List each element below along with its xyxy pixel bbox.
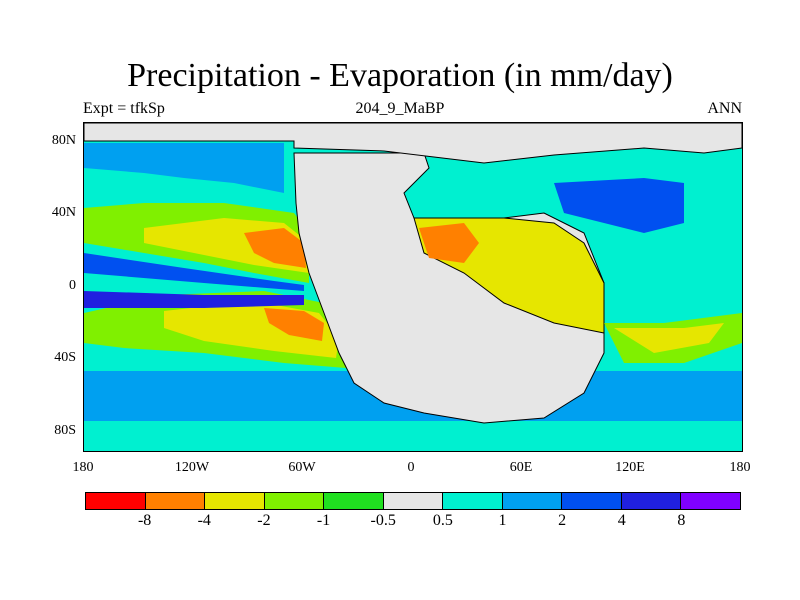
x-tick-60w: 60W (288, 460, 316, 475)
colorbar-label: -0.5 (370, 512, 396, 529)
experiment-label: Expt = tfkSp (83, 100, 165, 117)
y-tick-80s: 80S (54, 423, 76, 438)
x-tick-120e: 120E (615, 460, 645, 475)
colorbar-label: -8 (137, 512, 152, 529)
x-tick-0: 0 (407, 460, 415, 475)
colorbar-swatch (621, 493, 682, 509)
x-tick-180e: 180 (729, 460, 751, 475)
colorbar-label: 0.5 (432, 512, 453, 529)
north-subtropical-arid-core (244, 228, 306, 268)
colorbar-swatch (264, 493, 325, 509)
period-label: 204_9_MaBP (355, 100, 445, 117)
equatorial-wet-band-south (84, 291, 304, 308)
east-wet-zone (554, 178, 684, 233)
colorbar-swatch (562, 493, 622, 509)
colorbar-swatch (681, 493, 741, 509)
colorbar-label: -2 (257, 512, 271, 529)
colorbar-label: 2 (558, 512, 567, 529)
colorbar-swatch (86, 493, 146, 509)
east-subtropical-dry-core (614, 323, 724, 353)
map-panel (83, 122, 743, 452)
y-tick-0: 0 (69, 278, 76, 293)
colorbar-label: 4 (617, 512, 626, 529)
colorbar-swatch (145, 493, 206, 509)
colorbar-swatch (324, 493, 384, 509)
colorbar-swatch (383, 493, 444, 509)
colorbar-label: 1 (498, 512, 507, 529)
x-tick-120w: 120W (174, 460, 210, 475)
colorbar (85, 492, 741, 510)
equatorial-wet-band-north (84, 253, 304, 291)
colorbar-label: -1 (316, 512, 331, 529)
south-subtropical-arid-core (264, 308, 324, 341)
colorbar-swatch (502, 493, 563, 509)
x-tick-60e: 60E (509, 460, 533, 475)
y-tick-40n: 40N (51, 205, 76, 220)
plot-title: Precipitation - Evaporation (in mm/day) (127, 57, 673, 94)
pe-field-map (84, 123, 742, 451)
y-tick-40s: 40S (54, 350, 76, 365)
colorbar-swatch (443, 493, 503, 509)
northern-wet-band (84, 143, 284, 193)
y-tick-80n: 80N (51, 133, 76, 148)
colorbar-swatch (205, 493, 265, 509)
colorbar-label: 8 (677, 512, 686, 529)
season-label: ANN (707, 100, 742, 117)
colorbar-label: -4 (197, 512, 211, 529)
northern-landmass (84, 123, 742, 164)
x-tick-180w: 180 (72, 460, 94, 475)
southern-ocean-band (84, 421, 742, 451)
tethys-arid-core (419, 223, 479, 263)
